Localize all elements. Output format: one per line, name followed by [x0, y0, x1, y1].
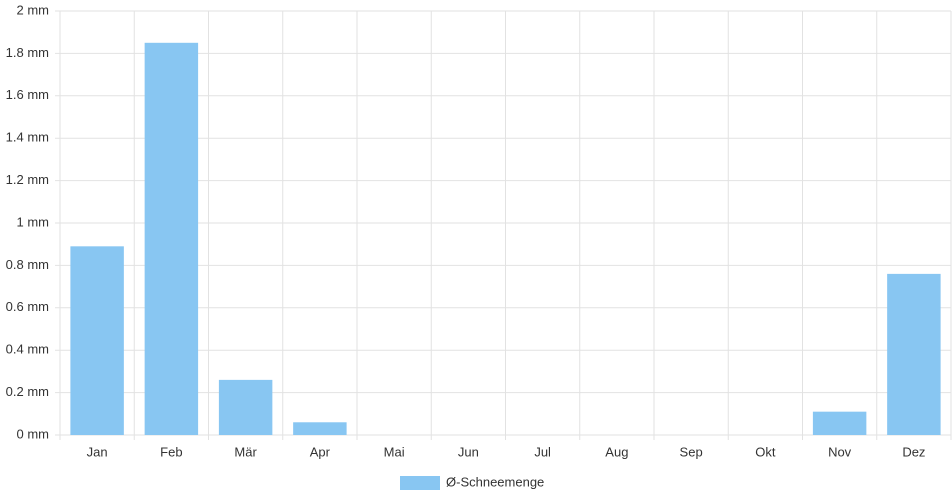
- legend-label: Ø-Schneemenge: [446, 474, 544, 489]
- x-tick-label: Feb: [160, 444, 182, 459]
- x-tick-label: Jan: [87, 444, 108, 459]
- bar: [812, 411, 867, 435]
- x-tick-label: Apr: [310, 444, 331, 459]
- x-tick-label: Jul: [534, 444, 551, 459]
- y-tick-label: 1 mm: [17, 214, 50, 229]
- bar: [144, 42, 199, 436]
- bar: [70, 246, 124, 435]
- x-tick-label: Nov: [828, 444, 852, 459]
- x-tick-label: Aug: [605, 444, 628, 459]
- bar: [887, 273, 941, 435]
- y-tick-label: 1.2 mm: [6, 172, 49, 187]
- x-tick-label: Mär: [234, 444, 257, 459]
- x-tick-label: Jun: [458, 444, 479, 459]
- y-tick-label: 2 mm: [17, 2, 50, 17]
- x-tick-label: Okt: [755, 444, 776, 459]
- y-tick-label: 0.6 mm: [6, 299, 49, 314]
- y-tick-label: 1.4 mm: [6, 130, 49, 145]
- bar: [293, 422, 347, 435]
- x-tick-label: Mai: [384, 444, 405, 459]
- x-tick-label: Sep: [680, 444, 703, 459]
- y-tick-label: 0.4 mm: [6, 342, 49, 357]
- y-tick-label: 0 mm: [17, 426, 50, 441]
- bar: [218, 379, 273, 435]
- x-tick-label: Dez: [902, 444, 925, 459]
- y-tick-label: 0.8 mm: [6, 257, 49, 272]
- y-tick-label: 1.6 mm: [6, 87, 49, 102]
- y-tick-label: 0.2 mm: [6, 384, 49, 399]
- legend-swatch: [400, 476, 440, 490]
- y-tick-label: 1.8 mm: [6, 45, 49, 60]
